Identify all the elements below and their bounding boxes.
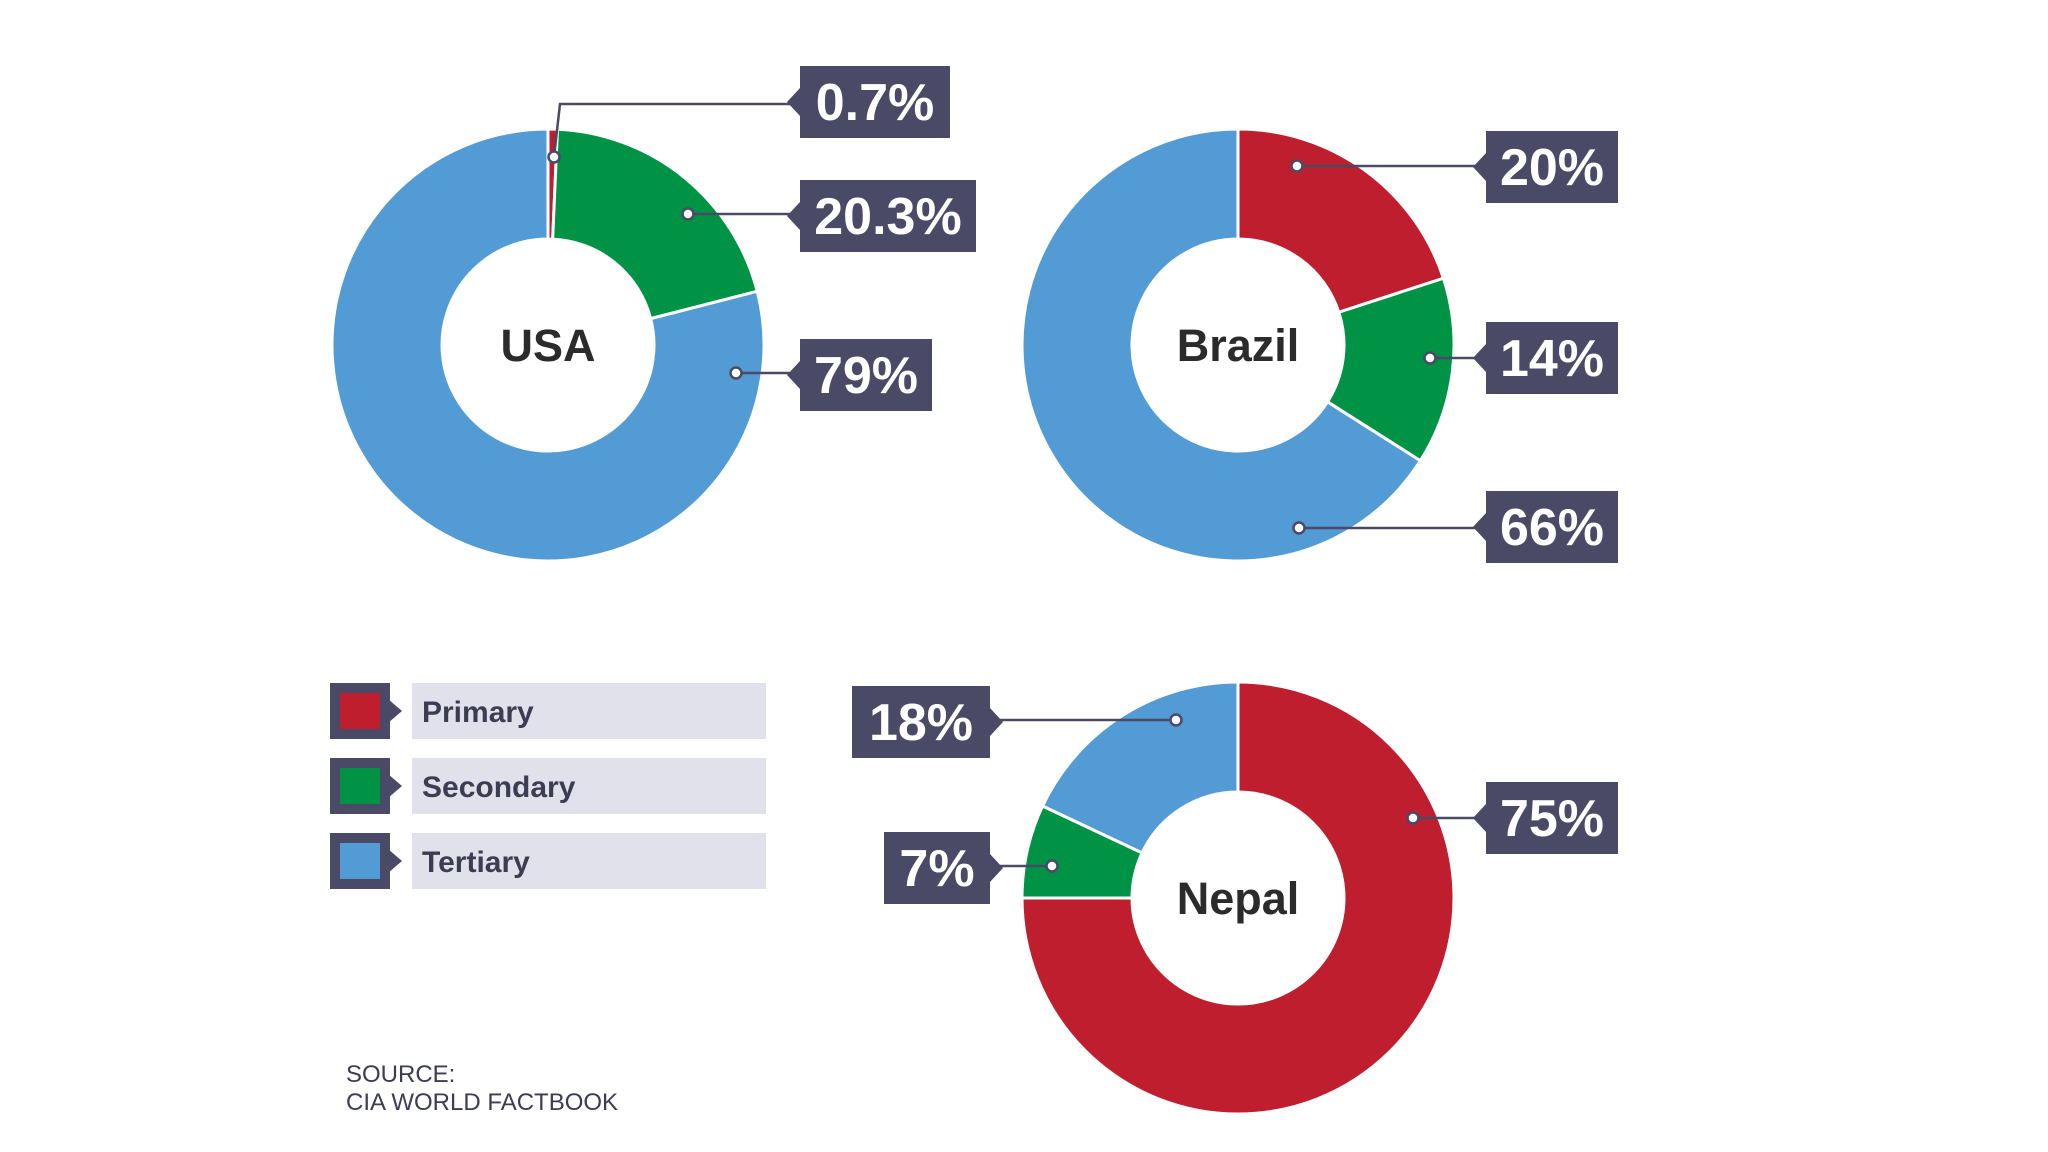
legend-pointer [388, 699, 402, 723]
callout-box [884, 832, 990, 904]
leader-dot [1290, 159, 1304, 173]
callout-primary: 20% [1290, 131, 1618, 203]
callout-pointer [787, 202, 800, 230]
slice-tertiary [1020, 127, 1422, 563]
callout-primary: 75% [1406, 782, 1618, 854]
legend-swatch-tertiary [340, 843, 380, 879]
data-label-secondary: 7% [899, 840, 974, 898]
legend-pointer [388, 849, 402, 873]
legend-bar [412, 758, 766, 814]
callout-pointer [990, 854, 1003, 882]
leader-dot [547, 150, 561, 164]
slice-tertiary [330, 127, 766, 563]
callout-tertiary: 18% [852, 686, 1183, 758]
slice-tertiary [1041, 680, 1240, 855]
leader-dot [1423, 351, 1437, 365]
leader-line [552, 102, 794, 158]
callout-box [1486, 782, 1618, 854]
callout-pointer [787, 88, 800, 116]
callout-pointer [1473, 804, 1486, 832]
center-label-nepal: Nepal [1177, 873, 1300, 924]
callout-secondary: 7% [884, 832, 1059, 904]
callout-pointer [1473, 153, 1486, 181]
callout-tertiary: 79% [729, 339, 932, 411]
legend-swatch-primary [340, 693, 380, 729]
data-label-primary: 0.7% [816, 74, 935, 132]
legend-item-tertiary: Tertiary [330, 833, 766, 889]
callout-box [1486, 491, 1618, 563]
callout-box [1486, 131, 1618, 203]
center-label-brazil: Brazil [1177, 320, 1300, 371]
callout-secondary: 20.3% [681, 180, 976, 252]
callout-pointer [1473, 513, 1486, 541]
leader-dot [1292, 521, 1306, 535]
leader-dot [1045, 859, 1059, 873]
callout-box [852, 686, 990, 758]
callout-box [800, 66, 950, 138]
legend-pointer [388, 774, 402, 798]
donut-charts: USA 0.7% 20.3% 79% Brazil 20% 14% 66% Nepal 75% 7%… [330, 66, 1618, 1116]
legend-swatch-secondary [340, 768, 380, 804]
callout-primary: 0.7% [547, 66, 950, 164]
source-note: SOURCE: CIA WORLD FACTBOOK [346, 1061, 618, 1116]
source-line-1: SOURCE: [346, 1061, 455, 1088]
data-label-tertiary: 18% [869, 694, 973, 752]
callout-secondary: 14% [1423, 322, 1618, 394]
legend-item-secondary: Secondary [330, 758, 766, 814]
legend-item-primary: Primary [330, 683, 766, 739]
legend-label-secondary: Secondary [422, 771, 576, 804]
legend-label-primary: Primary [422, 696, 534, 729]
donut-chart-nepal: Nepal 75% 7% 18% [852, 680, 1618, 1116]
callout-box [800, 339, 932, 411]
data-label-primary: 75% [1500, 790, 1604, 848]
data-label-tertiary: 66% [1500, 499, 1604, 557]
callout-pointer [1473, 344, 1486, 372]
leader-dot [681, 207, 695, 221]
legend-bar [412, 683, 766, 739]
data-label-tertiary: 79% [814, 347, 918, 405]
callout-tertiary: 66% [1292, 491, 1618, 563]
donut-chart-usa: USA 0.7% 20.3% 79% [330, 66, 976, 563]
data-label-secondary: 20.3% [814, 188, 961, 246]
callout-box [800, 180, 976, 252]
leader-dot [729, 366, 743, 380]
legend-bar [412, 833, 766, 889]
source-line-2: CIA WORLD FACTBOOK [346, 1089, 618, 1116]
slice-primary [1236, 127, 1445, 314]
donut-chart-brazil: Brazil 20% 14% 66% [1020, 127, 1618, 563]
callout-pointer [787, 361, 800, 389]
leader-dot [1169, 713, 1183, 727]
center-label-usa: USA [500, 320, 595, 371]
data-label-secondary: 14% [1500, 330, 1604, 388]
slice-secondary [1326, 276, 1456, 463]
slice-primary [1020, 680, 1456, 1116]
leader-dot [1406, 811, 1420, 825]
data-label-primary: 20% [1500, 139, 1604, 197]
slice-secondary [551, 127, 759, 321]
callout-pointer [990, 708, 1003, 736]
legend: Primary Secondary Tertiary [330, 683, 766, 889]
legend-label-tertiary: Tertiary [422, 846, 530, 879]
callout-box [1486, 322, 1618, 394]
